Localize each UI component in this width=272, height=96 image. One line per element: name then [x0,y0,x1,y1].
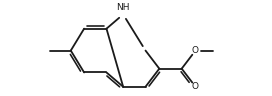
Text: O: O [192,82,199,91]
Text: O: O [192,46,199,55]
Text: NH: NH [116,2,130,12]
